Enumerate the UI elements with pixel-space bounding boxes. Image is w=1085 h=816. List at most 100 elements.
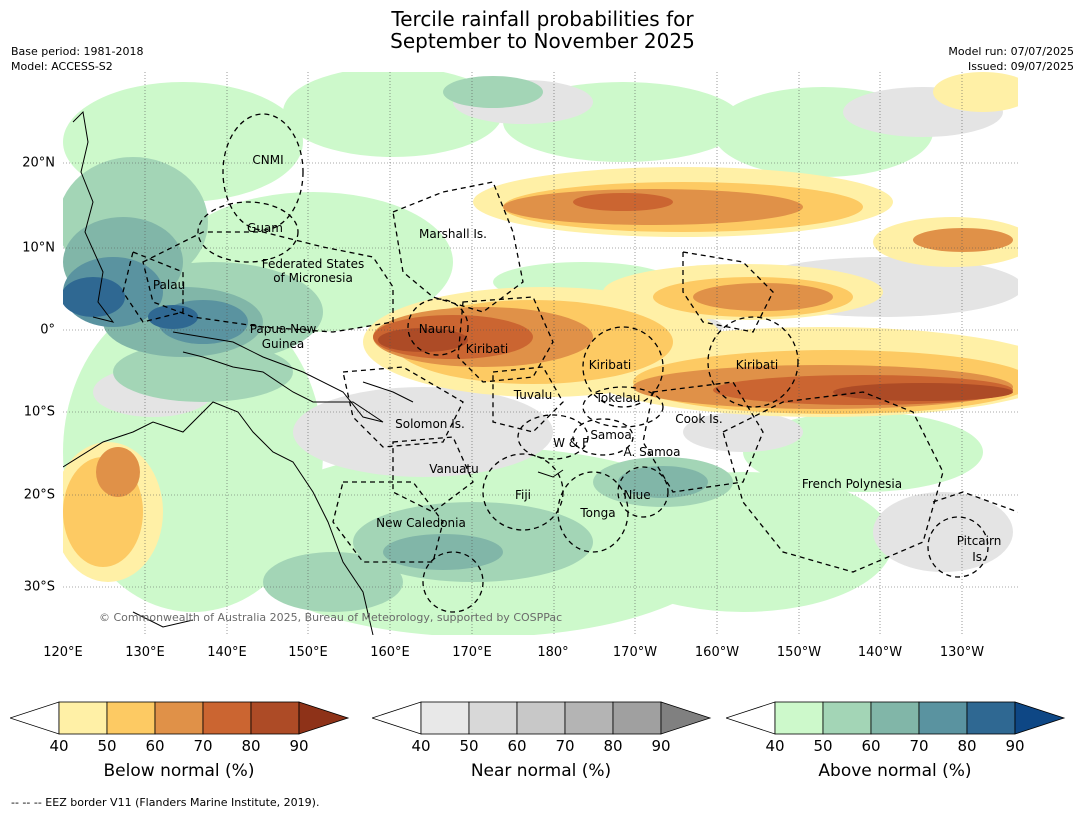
label-png-1: Papua New xyxy=(250,322,317,336)
label-pitcairn-1: Pitcairn xyxy=(957,534,1002,548)
eez-kiribati-east xyxy=(707,316,799,408)
label-tokelau: Tokelau xyxy=(595,391,641,405)
issued-text: Issued: 09/07/2025 xyxy=(967,60,1074,73)
eez-borders xyxy=(122,113,1018,613)
label-solomon: Solomon Is. xyxy=(395,417,465,431)
label-cnmi: CNMI xyxy=(252,153,283,167)
base-period-text: Base period: 1981-2018 xyxy=(11,45,144,58)
above-colorbar-cell xyxy=(966,701,1016,735)
lon-label: 170°W xyxy=(612,645,658,660)
eez-kiribati-central xyxy=(582,326,664,408)
colorbar-near-cells xyxy=(420,701,662,735)
lon-label: 170°E xyxy=(452,645,492,660)
probability-map: CNMI Guam Marshall Is. Federated States … xyxy=(63,72,1018,635)
probability-fields xyxy=(63,72,1018,635)
label-marshall: Marshall Is. xyxy=(419,227,487,241)
colorbar-below-label: Below normal (%) xyxy=(103,761,255,781)
label-samoa: Samoa xyxy=(590,428,631,442)
colorbar-below xyxy=(10,701,350,735)
cb-tick: 70 xyxy=(909,737,929,755)
model-run-text: Model run: 07/07/2025 xyxy=(948,45,1074,58)
label-tonga: Tonga xyxy=(579,506,615,520)
colorbar-above-over xyxy=(1014,701,1066,735)
cb-tick: 40 xyxy=(411,737,431,755)
label-png-2: Guinea xyxy=(262,337,305,351)
eez-french-polynesia xyxy=(722,391,944,573)
eez-tuvalu xyxy=(492,366,564,433)
lon-label: 150°E xyxy=(288,645,328,660)
near-colorbar-cell xyxy=(612,701,662,735)
cb-tick: 80 xyxy=(957,737,977,755)
cb-tick: 80 xyxy=(603,737,623,755)
label-fsm-1: Federated States xyxy=(262,257,364,271)
eez-nauru xyxy=(407,298,469,356)
lat-label: 10°N xyxy=(22,240,55,256)
below-colorbar-cell xyxy=(154,701,204,735)
lat-label: 20°S xyxy=(23,487,55,503)
cb-tick: 90 xyxy=(651,737,671,755)
label-french-polynesia: French Polynesia xyxy=(802,477,902,491)
label-nauru: Nauru xyxy=(419,322,455,336)
above-colorbar-cell xyxy=(822,701,872,735)
label-tuvalu: Tuvalu xyxy=(513,388,553,402)
label-pitcairn-2: Is. xyxy=(972,550,986,564)
near-colorbar-cell xyxy=(564,701,614,735)
lon-label: 120°E xyxy=(43,645,83,660)
label-kiribati-east: Kiribati xyxy=(736,358,778,372)
label-niue: Niue xyxy=(623,488,650,502)
eez-east-boundary xyxy=(932,491,1018,513)
cb-tick: 70 xyxy=(193,737,213,755)
coastlines xyxy=(63,110,564,635)
label-guam: Guam xyxy=(247,221,283,235)
cb-tick: 40 xyxy=(49,737,69,755)
cb-tick: 50 xyxy=(97,737,117,755)
title-line-1: Tercile rainfall probabilities for xyxy=(391,7,694,31)
lat-label: 20°N xyxy=(22,155,55,171)
lon-label: 160°E xyxy=(370,645,410,660)
cb-tick: 40 xyxy=(765,737,785,755)
label-vanuatu: Vanuatu xyxy=(429,462,479,476)
label-palau: Palau xyxy=(153,278,185,292)
colorbar-above-cells xyxy=(774,701,1016,735)
meta-right: Model run: 07/07/2025 Issued: 09/07/2025 xyxy=(948,44,1074,74)
lat-label: 10°S xyxy=(23,404,55,420)
eez-kiribati-west xyxy=(457,296,554,383)
label-fiji: Fiji xyxy=(515,488,531,502)
lon-label: 130°E xyxy=(125,645,165,660)
solomon-coast xyxy=(362,381,414,403)
title-line-2: September to November 2025 xyxy=(390,29,695,53)
eez-guam xyxy=(197,201,299,263)
lon-label: 140°W xyxy=(857,645,903,660)
near-colorbar-cell xyxy=(516,701,566,735)
lon-label: 130°W xyxy=(939,645,985,660)
colorbar-near-label: Near normal (%) xyxy=(470,761,612,781)
eez-hawaii-south xyxy=(682,251,774,333)
label-fsm-2: of Micronesia xyxy=(273,271,353,285)
eez-marshall xyxy=(392,181,524,313)
map-title: Tercile rainfall probabilities for Septe… xyxy=(0,8,1085,52)
lon-label: 180° xyxy=(537,645,569,660)
copyright-credit: © Commonwealth of Australia 2025, Bureau… xyxy=(99,611,562,624)
cb-tick: 70 xyxy=(555,737,575,755)
graticule xyxy=(63,72,1018,635)
above-colorbar-cell xyxy=(870,701,920,735)
eez-samoa xyxy=(572,418,634,456)
eez-fsm xyxy=(142,231,394,333)
meta-left: Base period: 1981-2018 Model: ACCESS-S2 xyxy=(11,44,143,74)
eez-cnmi xyxy=(222,113,304,231)
colorbar-near-over xyxy=(660,701,712,735)
colorbar-above xyxy=(726,701,1066,735)
colorbar-below-under xyxy=(10,701,60,735)
label-kiribati-west: Kiribati xyxy=(466,342,508,356)
australia-coast xyxy=(63,401,374,635)
colorbar-above-under xyxy=(726,701,776,735)
philippines-coast xyxy=(72,110,115,323)
near-colorbar-cell xyxy=(420,701,470,735)
eez-pitcairn xyxy=(927,516,989,578)
cb-tick: 90 xyxy=(1005,737,1025,755)
fiji-coast xyxy=(537,469,564,478)
new-zealand-coast xyxy=(132,611,194,628)
above-colorbar-cell xyxy=(774,701,824,735)
cb-tick: 60 xyxy=(145,737,165,755)
lon-label: 140°E xyxy=(207,645,247,660)
